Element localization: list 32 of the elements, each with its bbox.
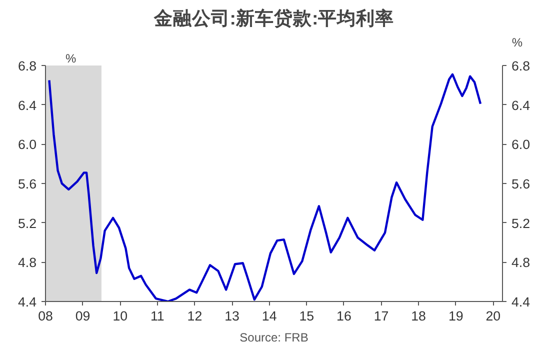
y2-axis-title: %: [512, 36, 523, 50]
chart-title: 金融公司:新车贷款:平均利率: [152, 8, 394, 28]
y2-tick-label: 6.4: [512, 98, 531, 113]
x-tick-label: 09: [75, 308, 90, 324]
y2-tick-label: 6.0: [512, 137, 530, 152]
x-tick-label: 17: [374, 308, 389, 324]
y-axis-title: %: [66, 52, 76, 66]
y-tick-label: 4.8: [18, 255, 37, 270]
y2-tick-label: 5.6: [512, 176, 530, 192]
x-tick-label: 14: [262, 308, 278, 324]
x-tick-label: 20: [486, 308, 501, 324]
y-tick-label: 4.4: [18, 294, 38, 310]
x-tick-label: 11: [150, 308, 164, 324]
x-tick-label: 19: [448, 308, 464, 324]
y-tick-label: 5.2: [18, 216, 37, 231]
source-note: Source: FRB: [240, 330, 308, 344]
x-tick-label: 08: [38, 308, 53, 324]
x-tick-label: 16: [336, 308, 352, 324]
y2-tick-label: 6.8: [512, 58, 530, 74]
y-tick-label: 6.4: [18, 98, 38, 113]
x-tick-label: 15: [299, 308, 314, 324]
y2-tick-label: 5.2: [512, 216, 530, 231]
x-tick-label: 12: [187, 308, 202, 324]
x-tick-label: 13: [224, 308, 240, 324]
y-tick-label: 6.0: [18, 137, 37, 152]
line-series: [48, 73, 482, 302]
x-tick-label: 10: [112, 308, 128, 324]
y2-tick-label: 4.4: [512, 294, 531, 310]
y-tick-label: 5.6: [18, 176, 37, 192]
y2-tick-label: 4.8: [512, 255, 530, 270]
x-tick-label: 18: [411, 308, 426, 324]
y-tick-label: 6.8: [18, 58, 37, 74]
